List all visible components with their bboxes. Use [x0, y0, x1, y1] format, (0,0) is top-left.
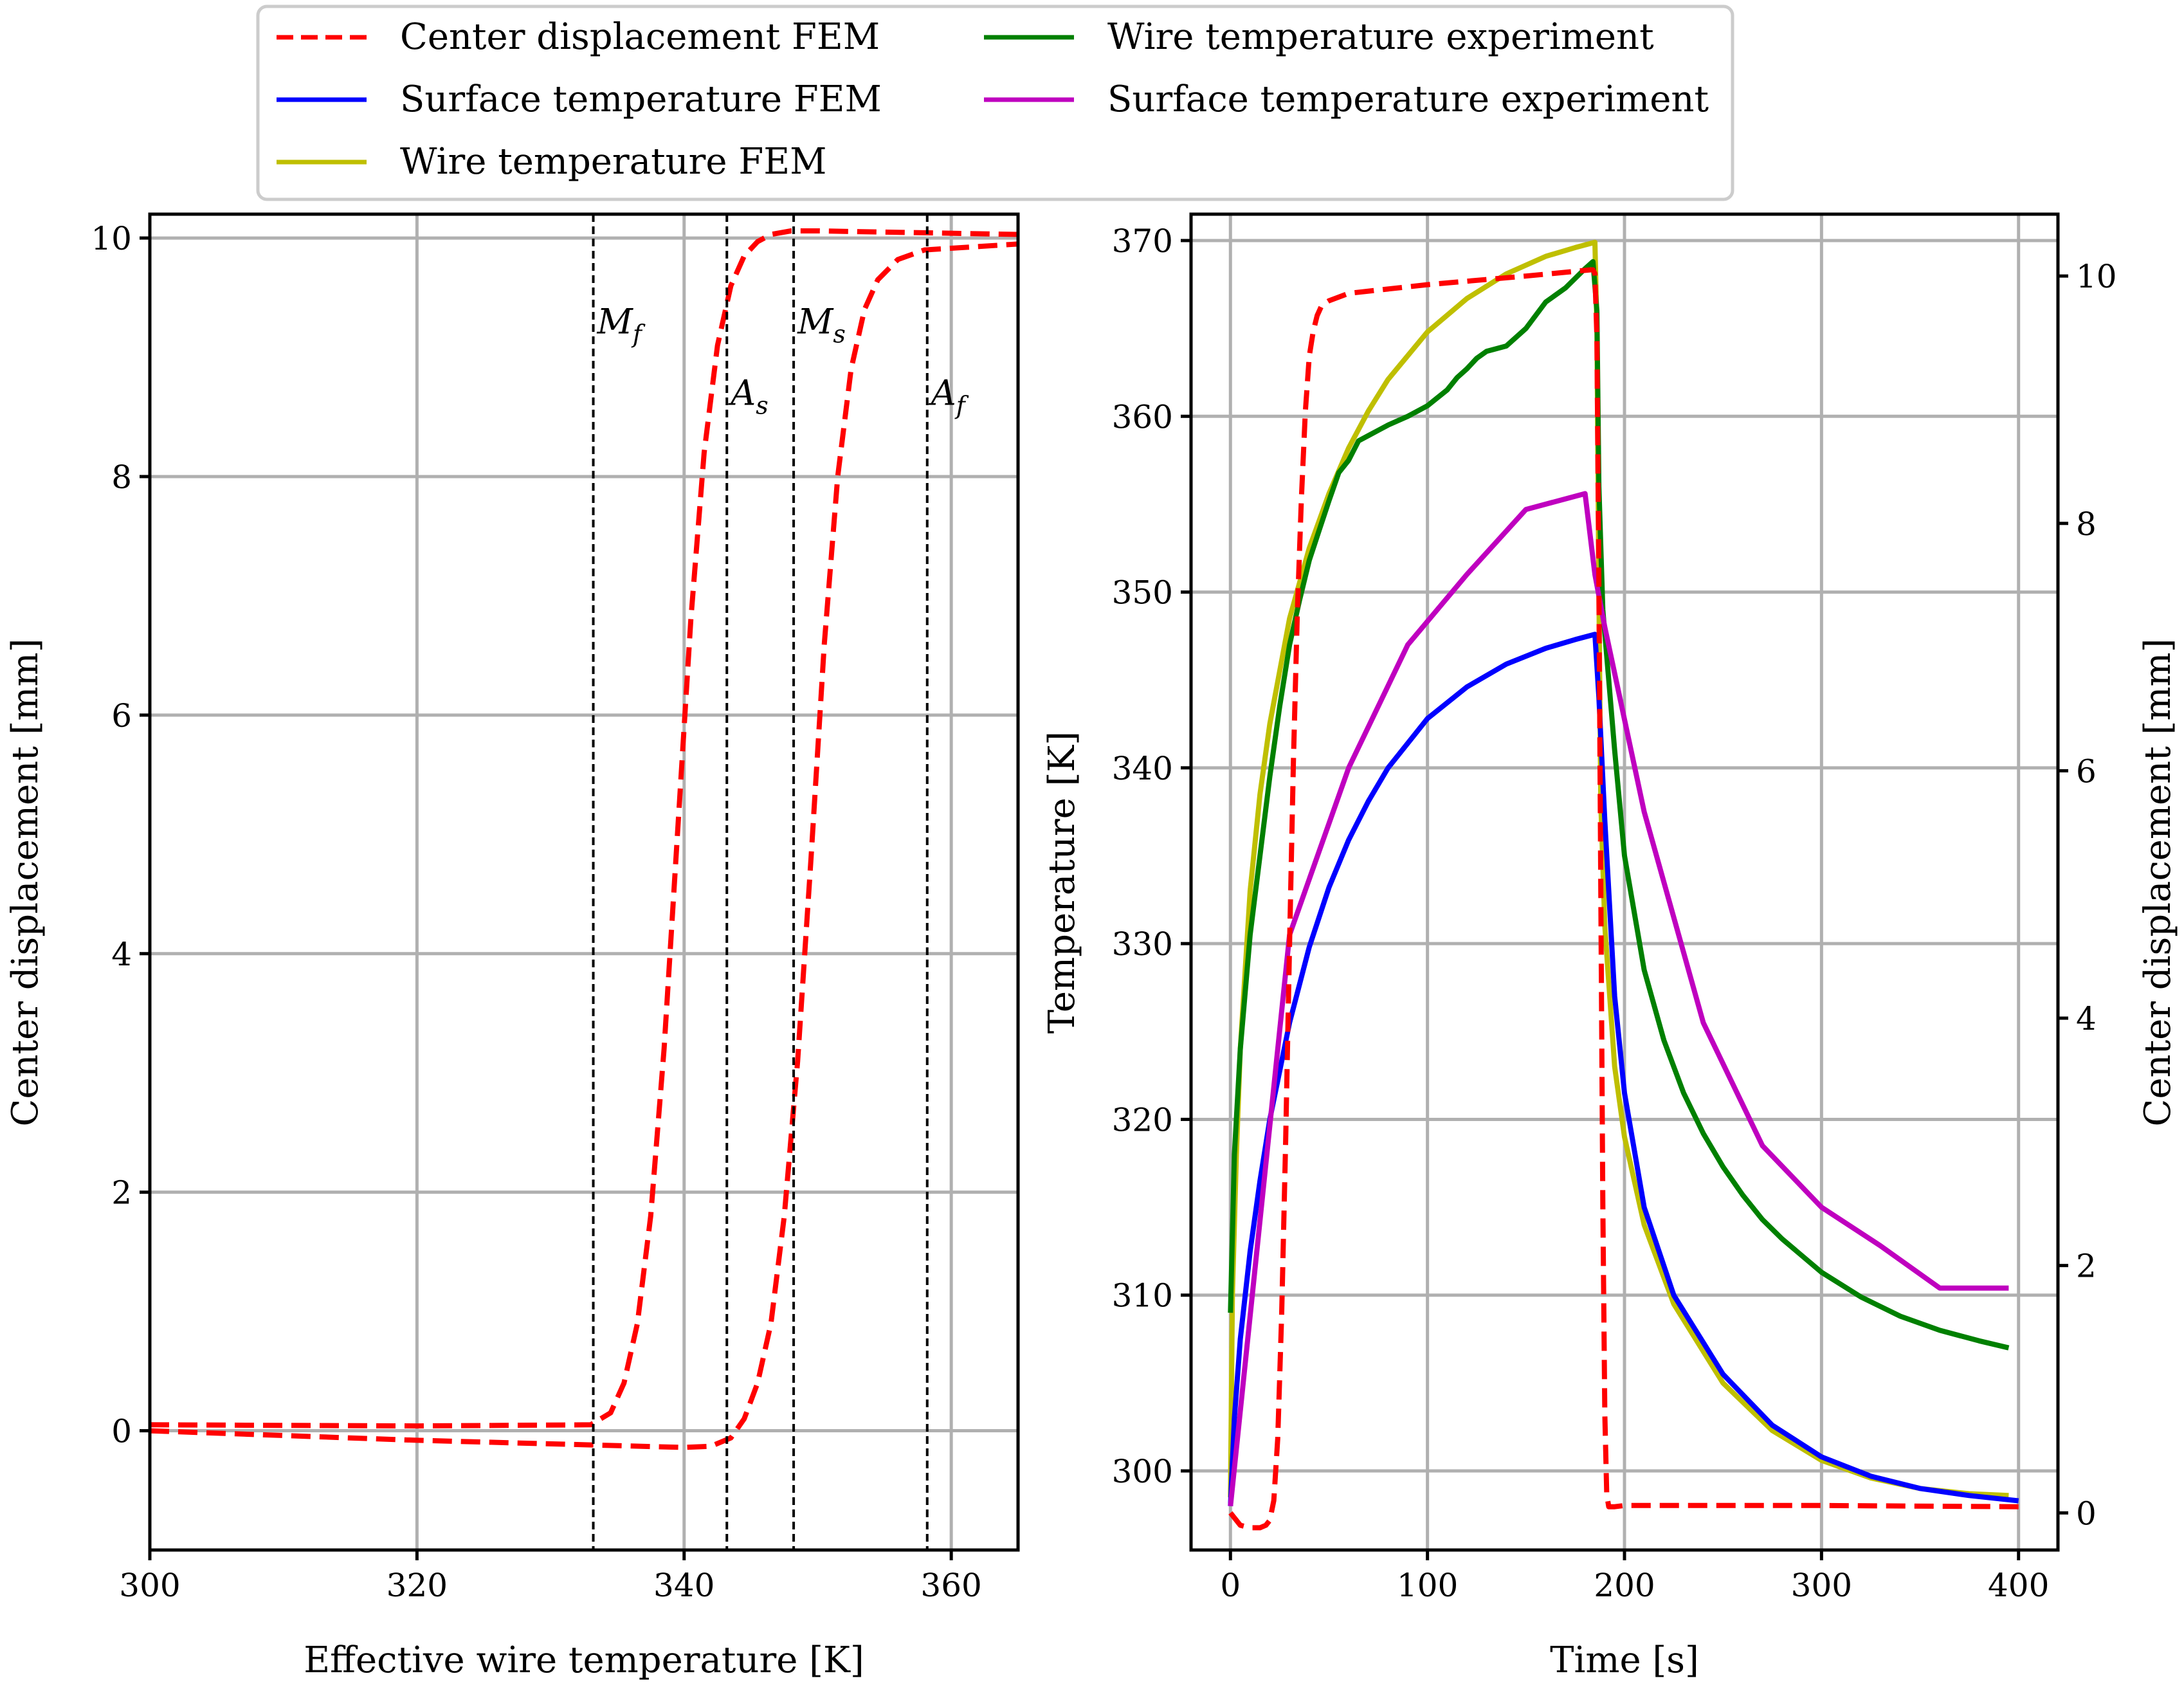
legend-entry-wire-temperature-fem: Wire temperature FEM: [277, 141, 826, 183]
left-y-tick-label: 8: [111, 459, 132, 496]
right-tick-labels: 0 100 200 300 400 300 310 320 330 340 350 360 370 0 2 4…: [1112, 223, 2117, 1604]
right-x-tick-label: 0: [1220, 1567, 1241, 1604]
right-x-tick-label: 200: [1594, 1567, 1655, 1604]
right-y-tick-label: 300: [1112, 1453, 1173, 1490]
right-secondary-y-axis-label: Center displacement [mm]: [2137, 639, 2179, 1127]
legend-label-surface-temperature-fem: Surface temperature FEM: [400, 78, 882, 120]
legend-entry-center-displacement: Center displacement FEM: [277, 16, 880, 58]
right-x-tick-label: 300: [1791, 1567, 1852, 1604]
vline-label-subscript: s: [833, 320, 846, 348]
left-x-axis-label: Effective wire temperature [K]: [304, 1639, 864, 1681]
legend-frame: [256, 5, 1734, 201]
right-y-tick-label: 320: [1112, 1101, 1173, 1138]
right-y-tick-label: 340: [1112, 750, 1173, 787]
right-series-wire-temperature-experiment: [1228, 259, 2010, 1351]
right-series-wire-temperature-fem: [1228, 239, 2009, 1499]
left-tick-labels: 300 320 340 360 0 2 4 6 8 10: [91, 220, 981, 1604]
left-series-center-displacement-fem-heating-branch: [149, 241, 1019, 1450]
right-y-tick-label: 350: [1112, 574, 1173, 612]
left-series-center-displacement-fem-cooling-branch: [149, 228, 1019, 1429]
legend-label-center-displacement: Center displacement FEM: [400, 16, 880, 58]
right-y-tick-label: 370: [1112, 223, 1173, 260]
right-grid: [1191, 214, 2058, 1550]
right-chart: 0 100 200 300 400 300 310 320 330 340 350 360 370 0 2 4…: [1041, 212, 2179, 1681]
right-secondary-y-tick-label: 4: [2076, 1000, 2097, 1037]
right-x-tick-label: 400: [1988, 1567, 2049, 1604]
right-y-tick-label: 330: [1112, 926, 1173, 963]
vline-label-subscript: s: [756, 392, 769, 420]
left-x-tick-label: 340: [653, 1567, 714, 1604]
right-series-center-displacement-fem: [1228, 267, 2019, 1531]
legend-label-surface-temperature-experiment: Surface temperature experiment: [1107, 78, 1709, 120]
right-x-axis-label: Time [s]: [1550, 1639, 1699, 1681]
legend-entry-surface-temperature-experiment: Surface temperature experiment: [984, 78, 1709, 120]
right-series-group: [1228, 239, 2019, 1531]
right-secondary-y-tick-label: 8: [2076, 506, 2097, 543]
legend: Center displacement FEM Surface temperat…: [256, 5, 1734, 201]
left-series-group: [149, 228, 1019, 1450]
left-y-tick-label: 2: [111, 1174, 132, 1212]
right-y-tick-label: 360: [1112, 398, 1173, 435]
left-x-tick-label: 300: [119, 1567, 180, 1604]
right-x-tick-label: 100: [1397, 1567, 1458, 1604]
right-secondary-y-tick-label: 0: [2076, 1495, 2097, 1532]
left-y-tick-label: 4: [111, 936, 132, 973]
left-x-tick-label: 320: [387, 1567, 448, 1604]
left-x-tick-label: 360: [920, 1567, 981, 1604]
legend-label-wire-temperature-experiment: Wire temperature experiment: [1107, 16, 1654, 58]
legend-entry-surface-temperature-fem: Surface temperature FEM: [277, 78, 882, 120]
left-y-tick-label: 0: [111, 1413, 132, 1450]
right-y-axis-label: Temperature [K]: [1041, 731, 1083, 1034]
left-y-tick-label: 6: [111, 697, 132, 734]
left-axes-frame: [148, 212, 1020, 1552]
legend-label-wire-temperature-fem: Wire temperature FEM: [400, 141, 826, 183]
right-secondary-y-tick-label: 6: [2076, 752, 2097, 790]
right-secondary-y-tick-label: 10: [2076, 258, 2117, 295]
left-y-axis-label: Center displacement [mm]: [5, 639, 46, 1127]
left-y-tick-label: 10: [91, 220, 132, 257]
right-y-tick-label: 310: [1112, 1277, 1173, 1315]
legend-entry-wire-temperature-experiment: Wire temperature experiment: [984, 16, 1654, 58]
right-secondary-y-tick-label: 2: [2076, 1248, 2097, 1285]
